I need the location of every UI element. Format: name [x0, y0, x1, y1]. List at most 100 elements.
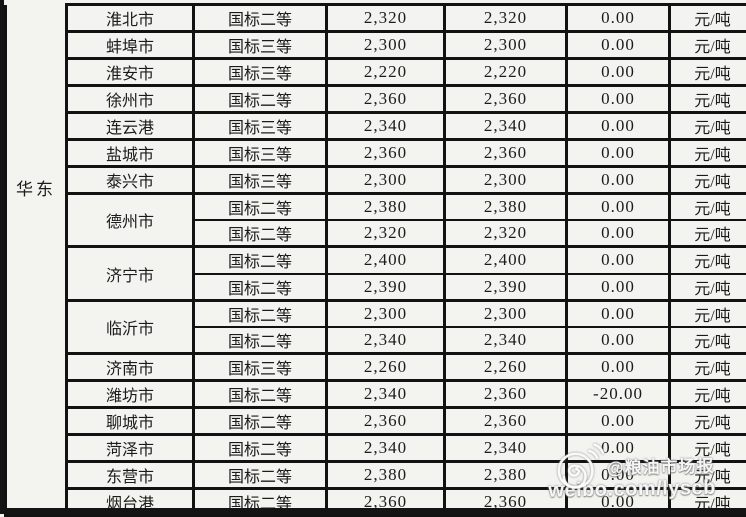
unit-cell: 元/吨 [670, 274, 746, 301]
grade-cell: 国标三等 [194, 167, 327, 194]
change-cell: 0.00 [567, 354, 670, 381]
unit-cell: 元/吨 [670, 354, 746, 381]
prev-price-cell: 2,340 [445, 113, 567, 140]
price-cell: 2,380 [327, 462, 445, 489]
prev-price-cell: 2,380 [445, 194, 567, 221]
grade-cell: 国标二等 [194, 86, 327, 113]
prev-price-cell: 2,360 [445, 408, 567, 435]
table-row: 徐州市 国标二等 2,360 2,360 0.00 元/吨 [6, 86, 746, 113]
table-row: 泰兴市 国标三等 2,300 2,300 0.00 元/吨 [6, 167, 746, 194]
table-row: 连云港 国标三等 2,340 2,340 0.00 元/吨 [6, 113, 746, 140]
change-cell: 0.00 [567, 408, 670, 435]
price-cell: 2,300 [327, 32, 445, 59]
price-cell: 2,300 [327, 300, 445, 327]
change-cell: 0.00 [567, 113, 670, 140]
grade-cell: 国标三等 [194, 59, 327, 86]
city-cell: 淮北市 [67, 5, 194, 32]
table-row: 东营市 国标二等 2,380 2,380 0.00 元/吨 [6, 462, 746, 489]
change-cell: 0.00 [567, 274, 670, 301]
prev-price-cell: 2,360 [445, 381, 567, 408]
grade-cell: 国标二等 [194, 194, 327, 221]
grade-cell: 国标二等 [194, 408, 327, 435]
city-cell: 徐州市 [67, 86, 194, 113]
change-cell: 0.00 [567, 167, 670, 194]
change-cell: 0.00 [567, 59, 670, 86]
table-row: 蚌埠市 国标三等 2,300 2,300 0.00 元/吨 [6, 32, 746, 59]
change-cell: 0.00 [567, 5, 670, 32]
unit-cell: 元/吨 [670, 327, 746, 354]
price-cell: 2,360 [327, 86, 445, 113]
unit-cell: 元/吨 [670, 462, 746, 489]
city-cell: 淮安市 [67, 59, 194, 86]
table-row: 德州市 国标二等 2,380 2,380 0.00 元/吨 [6, 194, 746, 221]
prev-price-cell: 2,390 [445, 274, 567, 301]
price-cell: 2,300 [327, 167, 445, 194]
grade-cell: 国标二等 [194, 247, 327, 274]
left-edge-bar [0, 0, 4, 514]
grade-cell: 国标二等 [194, 300, 327, 327]
grade-cell: 国标二等 [194, 327, 327, 354]
grade-cell: 国标二等 [194, 462, 327, 489]
grain-price-table: 华东 淮北市 国标二等 2,320 2,320 0.00 元/吨 蚌埠市 国标三… [4, 3, 746, 517]
table-row: 聊城市 国标二等 2,360 2,360 0.00 元/吨 [6, 408, 746, 435]
grade-cell: 国标三等 [194, 32, 327, 59]
change-cell: 0.00 [567, 140, 670, 167]
change-cell: 0.00 [567, 194, 670, 221]
prev-price-cell: 2,300 [445, 167, 567, 194]
price-cell: 2,220 [327, 59, 445, 86]
city-cell: 菏泽市 [67, 435, 194, 462]
change-cell: 0.00 [567, 462, 670, 489]
prev-price-cell: 2,400 [445, 247, 567, 274]
price-cell: 2,340 [327, 113, 445, 140]
city-cell: 蚌埠市 [67, 32, 194, 59]
price-cell: 2,360 [327, 140, 445, 167]
unit-cell: 元/吨 [670, 32, 746, 59]
unit-cell: 元/吨 [670, 247, 746, 274]
city-cell: 盐城市 [67, 140, 194, 167]
grade-cell: 国标三等 [194, 140, 327, 167]
prev-price-cell: 2,320 [445, 5, 567, 32]
unit-cell: 元/吨 [670, 5, 746, 32]
table-row: 华东 淮北市 国标二等 2,320 2,320 0.00 元/吨 [6, 5, 746, 32]
grade-cell: 国标三等 [194, 113, 327, 140]
prev-price-cell: 2,220 [445, 59, 567, 86]
prev-price-cell: 2,320 [445, 220, 567, 247]
city-cell: 潍坊市 [67, 381, 194, 408]
grade-cell: 国标三等 [194, 354, 327, 381]
prev-price-cell: 2,300 [445, 300, 567, 327]
unit-cell: 元/吨 [670, 381, 746, 408]
region-cell: 华东 [6, 5, 67, 516]
unit-cell: 元/吨 [670, 194, 746, 221]
prev-price-cell: 2,380 [445, 462, 567, 489]
unit-cell: 元/吨 [670, 220, 746, 247]
city-cell: 连云港 [67, 113, 194, 140]
city-cell: 临沂市 [67, 300, 194, 353]
unit-cell: 元/吨 [670, 113, 746, 140]
prev-price-cell: 2,360 [445, 140, 567, 167]
price-cell: 2,340 [327, 435, 445, 462]
price-cell: 2,360 [327, 408, 445, 435]
price-cell: 2,320 [327, 5, 445, 32]
unit-cell: 元/吨 [670, 167, 746, 194]
table-row: 临沂市 国标二等 2,300 2,300 0.00 元/吨 [6, 300, 746, 327]
city-cell: 泰兴市 [67, 167, 194, 194]
table-row: 济宁市 国标二等 2,400 2,400 0.00 元/吨 [6, 247, 746, 274]
city-cell: 济南市 [67, 354, 194, 381]
prev-price-cell: 2,340 [445, 327, 567, 354]
unit-cell: 元/吨 [670, 408, 746, 435]
change-cell: 0.00 [567, 327, 670, 354]
price-cell: 2,260 [327, 354, 445, 381]
change-cell: 0.00 [567, 300, 670, 327]
unit-cell: 元/吨 [670, 86, 746, 113]
price-cell: 2,340 [327, 327, 445, 354]
table-row: 淮安市 国标三等 2,220 2,220 0.00 元/吨 [6, 59, 746, 86]
prev-price-cell: 2,360 [445, 86, 567, 113]
grade-cell: 国标二等 [194, 435, 327, 462]
table-row: 济南市 国标三等 2,260 2,260 0.00 元/吨 [6, 354, 746, 381]
grade-cell: 国标二等 [194, 381, 327, 408]
price-cell: 2,390 [327, 274, 445, 301]
prev-price-cell: 2,300 [445, 32, 567, 59]
city-cell: 聊城市 [67, 408, 194, 435]
prev-price-cell: 2,340 [445, 435, 567, 462]
